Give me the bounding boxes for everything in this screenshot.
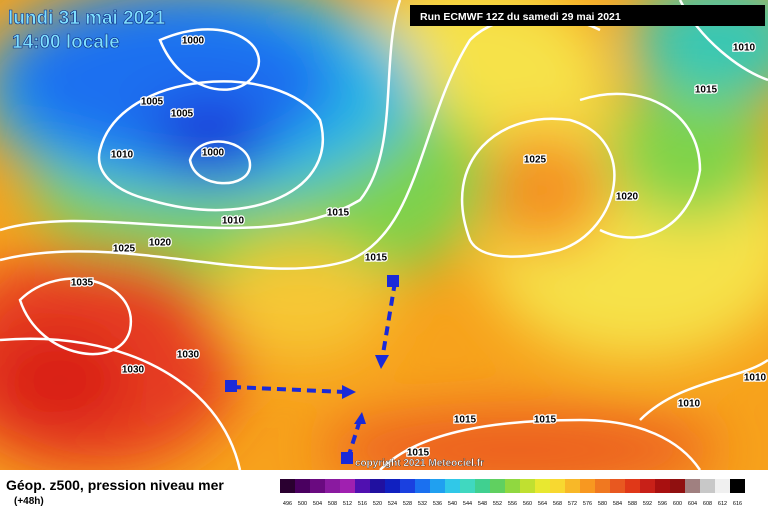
isobar-label: 1010 xyxy=(222,216,245,227)
scale-swatch xyxy=(535,479,550,493)
isobar-label: 1015 xyxy=(327,208,350,219)
scale-label: 596 xyxy=(658,501,667,507)
scale-swatch xyxy=(385,479,400,493)
scale-label: 552 xyxy=(493,501,502,507)
run-box xyxy=(410,5,765,26)
scale-label: 556 xyxy=(508,501,517,507)
scale-label: 516 xyxy=(358,501,367,507)
date: lundi 31 mai 2021 xyxy=(8,8,166,29)
scale-swatch xyxy=(580,479,595,493)
scale-label: 512 xyxy=(343,501,352,507)
scale-swatch xyxy=(550,479,565,493)
isobar-label: 1015 xyxy=(454,415,477,426)
scale-label: 548 xyxy=(478,501,487,507)
isobar-label: 1005 xyxy=(171,109,194,120)
isobar-label: 1010 xyxy=(744,373,767,384)
scale-swatch xyxy=(595,479,610,493)
scale-label: 520 xyxy=(373,501,382,507)
scale-swatch xyxy=(520,479,535,493)
time: 14:00 locale xyxy=(12,32,120,53)
isobar-label: 1010 xyxy=(733,43,756,54)
scale-swatch xyxy=(445,479,460,493)
scale-swatch xyxy=(325,479,340,493)
scale-label: 500 xyxy=(298,501,307,507)
scale-swatch xyxy=(610,479,625,493)
scale-label: 612 xyxy=(718,501,727,507)
scale-label: 528 xyxy=(403,501,412,507)
isobar-label: 1025 xyxy=(113,244,136,255)
scale-label: 504 xyxy=(313,501,322,507)
scale-label: 508 xyxy=(328,501,337,507)
isobar-label: 1000 xyxy=(182,36,205,47)
scale-swatch xyxy=(460,479,475,493)
isobar-label: 1010 xyxy=(111,150,134,161)
scale-swatch xyxy=(670,479,685,493)
color-scale: 496 500 504 508 512 516 520 524 528 532 536 540 544 5… xyxy=(280,479,745,507)
isobar-label: 1020 xyxy=(616,192,639,203)
scale-swatch xyxy=(715,479,730,493)
isobar-label: 1010 xyxy=(678,399,701,410)
scale-label: 524 xyxy=(388,501,397,507)
scale-label: 604 xyxy=(688,501,697,507)
arrow-markers xyxy=(225,275,399,464)
scale-swatch xyxy=(310,479,325,493)
isobar-label: 1035 xyxy=(71,278,94,289)
scale-label: 536 xyxy=(433,501,442,507)
scale-label: 600 xyxy=(673,501,682,507)
scale-label: 544 xyxy=(463,501,472,507)
footer-title: Géop. z500, pression niveau mer xyxy=(6,477,224,493)
scale-swatch xyxy=(685,479,700,493)
scale-swatch xyxy=(730,479,745,493)
isobar-label: 1015 xyxy=(534,415,557,426)
isobar-label: 1005 xyxy=(141,97,164,108)
lead-time: (+48h) xyxy=(14,496,44,507)
scale-label: 572 xyxy=(568,501,577,507)
isobar-label: 1025 xyxy=(524,155,547,166)
copyright: copyright 2021 Meteociel.fr xyxy=(355,458,484,469)
scale-label: 608 xyxy=(703,501,712,507)
scale-swatch xyxy=(490,479,505,493)
scale-swatch xyxy=(295,479,310,493)
isobar-label: 1030 xyxy=(177,350,200,361)
run-info: Run ECMWF 12Z du samedi 29 mai 2021 xyxy=(420,11,621,23)
scale-label: 592 xyxy=(643,501,652,507)
scale-swatch xyxy=(655,479,670,493)
scale-swatch xyxy=(505,479,520,493)
isobar-label: 1000 xyxy=(202,148,225,159)
isobar-label: 1015 xyxy=(407,448,430,459)
scale-swatch xyxy=(280,479,295,493)
scale-label: 588 xyxy=(628,501,637,507)
scale-label: 580 xyxy=(598,501,607,507)
scale-label: 576 xyxy=(583,501,592,507)
scale-label: 496 xyxy=(283,501,292,507)
scale-swatch xyxy=(640,479,655,493)
scale-label: 584 xyxy=(613,501,622,507)
isobar-label: 1015 xyxy=(365,253,388,264)
scale-label: 532 xyxy=(418,501,427,507)
flow-arrows xyxy=(231,281,397,459)
scale-label: 564 xyxy=(538,501,547,507)
scale-swatch xyxy=(700,479,715,493)
scale-label: 616 xyxy=(733,501,742,507)
scale-swatch xyxy=(370,479,385,493)
scale-label: 568 xyxy=(553,501,562,507)
isobar-labels: 1000 1005 1005 1010 1000 1010 1015 1020 1025 1035… xyxy=(70,34,768,460)
isobar-label: 1020 xyxy=(149,238,172,249)
scale-swatch xyxy=(400,479,415,493)
scale-swatch xyxy=(415,479,430,493)
scale-label: 560 xyxy=(523,501,532,507)
scale-label: 540 xyxy=(448,501,457,507)
scale-swatch xyxy=(565,479,580,493)
scale-swatch xyxy=(430,479,445,493)
isobar-label: 1015 xyxy=(695,85,718,96)
scale-swatch xyxy=(475,479,490,493)
scale-swatch xyxy=(625,479,640,493)
scale-swatch xyxy=(340,479,355,493)
isobar-label: 1030 xyxy=(122,365,145,376)
scale-swatch xyxy=(355,479,370,493)
